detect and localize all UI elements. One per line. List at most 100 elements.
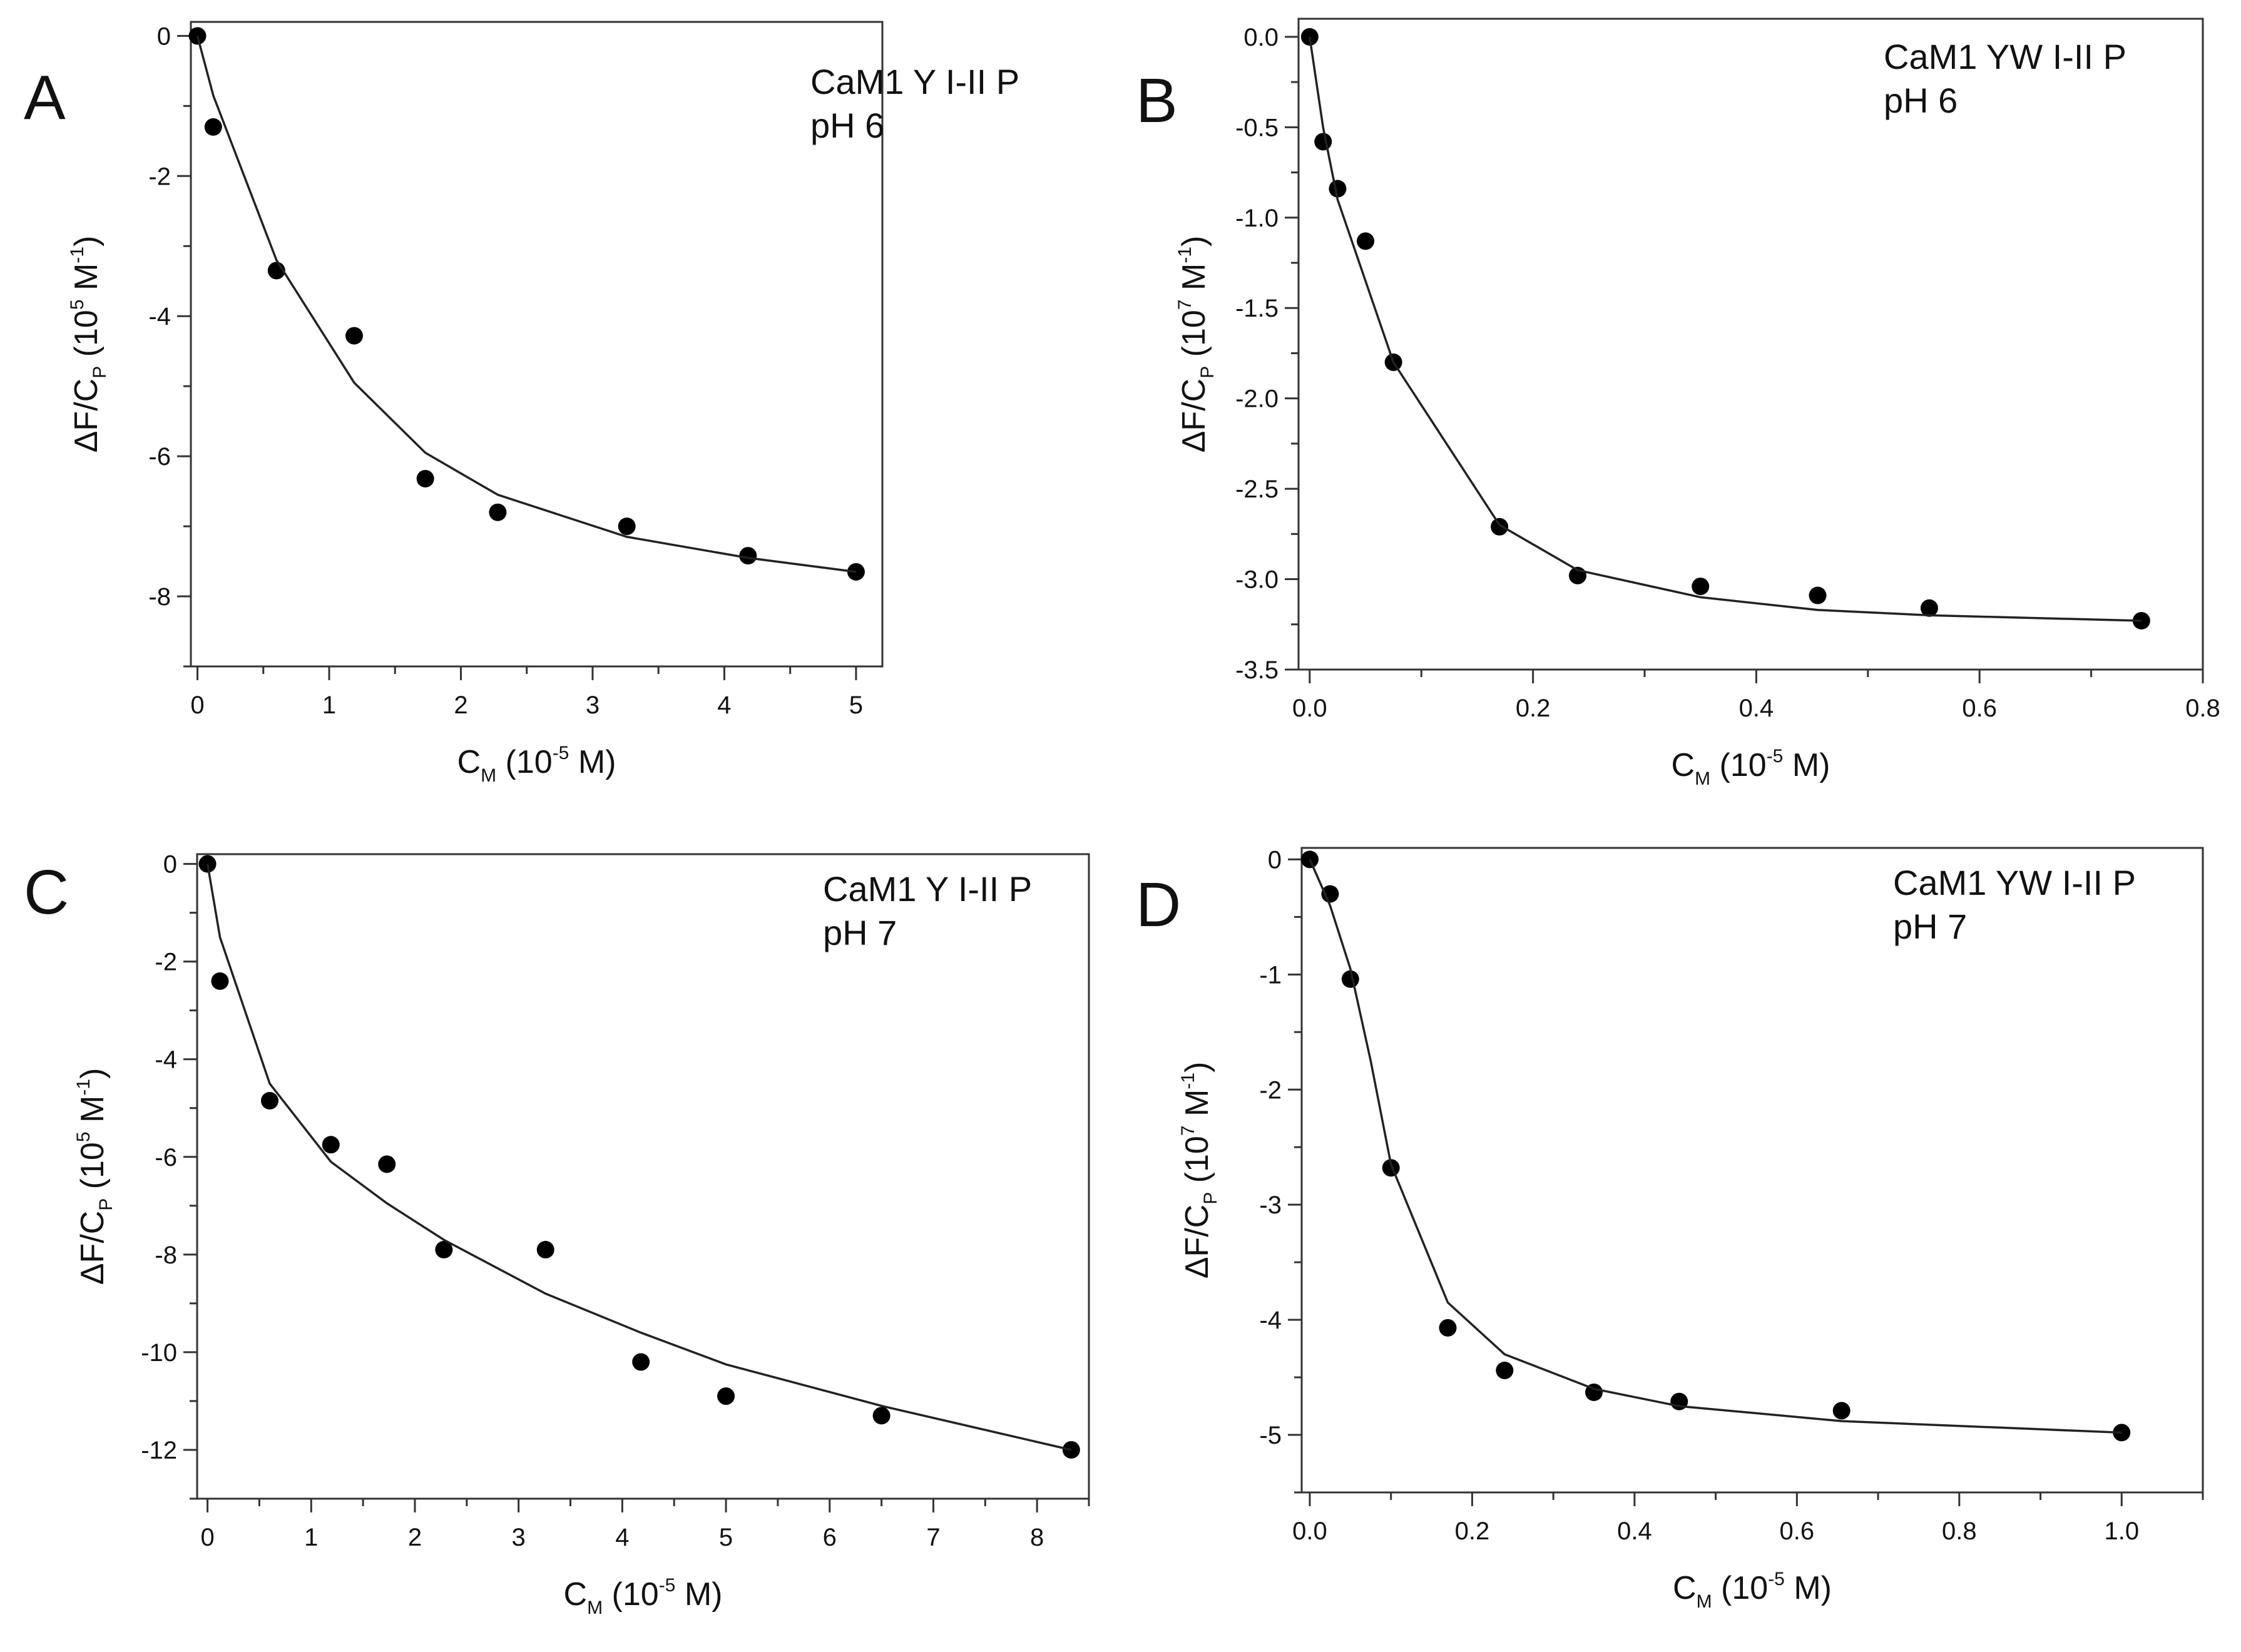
panel-c: 0 1 2 3 4 5 6 7 8 0 -2 -4 -6 -8 -10 -12 CM (10-5 M) ΔF/CP…: [24, 851, 1090, 1618]
y-axis-title: ΔF/CP (107 M-1): [1175, 236, 1218, 453]
data-point: [717, 1387, 735, 1405]
panel-letter: C: [24, 857, 69, 927]
annotation-construct: CaM1 Y I-II P: [810, 62, 1019, 101]
annotation-ph: pH 6: [810, 106, 884, 145]
panel-a: 0 1 2 3 4 5 0 -2 -4 -6 -8 CM (10-5 M) ΔF/CP (105 M-1…: [24, 21, 1019, 786]
x-tick-label: 6: [823, 1524, 837, 1551]
data-point: [872, 1407, 891, 1425]
data-point: [204, 118, 222, 136]
x-axis-title: CM (10-5 M): [457, 743, 616, 786]
y-tick-label: -3.0: [1235, 566, 1279, 594]
x-tick-label: 2: [454, 691, 467, 719]
x-tick-label: 3: [586, 691, 600, 719]
data-point: [1439, 1318, 1457, 1337]
data-point: [1491, 518, 1509, 536]
x-tick-label: 1: [304, 1524, 318, 1551]
plot-frame: [1300, 847, 2204, 1494]
data-point: [1300, 28, 1319, 46]
x-tick-label: 4: [717, 691, 731, 719]
data-point: [322, 1136, 340, 1154]
annotation-construct: CaM1 Y I-II P: [823, 869, 1032, 909]
y-tick-label: -6: [148, 443, 171, 471]
data-point: [345, 327, 363, 345]
plot-frame: [190, 21, 884, 668]
panel-letter: A: [24, 63, 66, 133]
data-point: [1496, 1362, 1514, 1380]
y-tick-label: -4: [1259, 1307, 1282, 1334]
y-tick-label: -2: [155, 949, 177, 976]
x-axis-title: CM (10-5 M): [564, 1575, 723, 1618]
data-point: [1920, 599, 1938, 617]
data-point: [632, 1353, 650, 1371]
y-axis-title: ΔF/CP (107 M-1): [1178, 1062, 1221, 1279]
data-point: [618, 518, 636, 536]
data-point: [1062, 1440, 1080, 1459]
y-tick-label: -1.0: [1235, 205, 1279, 232]
y-tick-label: -4: [155, 1046, 177, 1074]
y-tick-label: -8: [155, 1242, 177, 1269]
x-tick-label: 4: [615, 1524, 629, 1551]
annotation-ph: pH 6: [1884, 81, 1958, 120]
data-point: [416, 469, 434, 487]
fit-line: [1309, 859, 2122, 1434]
y-tick-label: 0: [157, 23, 171, 50]
x-tick-label: 0: [190, 691, 204, 719]
panel-b: 0.0 0.2 0.4 0.6 0.8 0.0 -0.5 -1.0 -1.5 -2.0 -2.5 -3…: [1136, 18, 2220, 789]
x-tick-label: 0.6: [1780, 1517, 1815, 1545]
x-tick-label: 0: [200, 1524, 214, 1551]
x-tick-label: 8: [1030, 1524, 1044, 1551]
x-tick-label: 0.8: [1942, 1517, 1977, 1545]
data-point: [739, 547, 757, 565]
x-tick-label: 0.4: [1739, 695, 1774, 722]
x-tick-label: 1: [322, 691, 336, 719]
y-tick-label: -8: [148, 583, 171, 611]
y-tick-label: -4: [148, 303, 171, 330]
y-tick-label: -5: [1259, 1422, 1282, 1449]
y-tick-label: -0.5: [1235, 114, 1279, 141]
y-tick-label: 0.0: [1243, 24, 1279, 51]
x-tick-label: 3: [512, 1524, 526, 1551]
x-tick-label: 5: [849, 691, 863, 719]
data-point: [435, 1241, 453, 1259]
y-tick-label: -1: [1259, 961, 1282, 989]
data-point: [1692, 578, 1710, 596]
fit-line: [206, 864, 1072, 1451]
y-tick-label: -1.5: [1235, 295, 1279, 322]
annotation-construct: CaM1 YW I-II P: [1893, 863, 2136, 902]
data-point: [1809, 586, 1827, 604]
x-tick-label: 7: [926, 1524, 940, 1551]
plot-frame: [196, 853, 1090, 1500]
y-tick-label: -10: [141, 1339, 177, 1367]
x-axis-title: CM (10-5 M): [1673, 1569, 1832, 1612]
y-tick-label: -3.5: [1235, 656, 1279, 684]
x-tick-label: 0.4: [1617, 1517, 1652, 1545]
x-tick-label: 0.0: [1292, 1517, 1327, 1545]
data-point: [489, 503, 507, 521]
data-point: [260, 1092, 278, 1110]
panel-d: 0.0 0.2 0.4 0.6 0.8 1.0 0 -1 -2 -3 -4 -5 CM (10-5 M)…: [1136, 846, 2204, 1612]
x-tick-label: 0.6: [1962, 695, 1997, 722]
x-tick-label: 0.8: [2185, 695, 2220, 722]
data-point: [1314, 133, 1332, 151]
data-point: [1341, 970, 1359, 988]
y-tick-label: -3: [1259, 1191, 1282, 1219]
x-tick-label: 2: [408, 1524, 422, 1551]
data-point: [1357, 232, 1375, 250]
data-point: [211, 972, 229, 990]
data-point: [1321, 885, 1339, 903]
y-tick-label: -2: [1259, 1076, 1282, 1104]
annotation-ph: pH 7: [823, 913, 897, 952]
data-point: [1329, 180, 1347, 198]
y-axis-title: ΔF/CP (105 M-1): [67, 236, 110, 453]
x-tick-label: 5: [719, 1524, 733, 1551]
panel-letter: D: [1136, 870, 1181, 940]
y-tick-label: -2.5: [1235, 476, 1279, 503]
x-tick-label: 0.2: [1455, 1517, 1490, 1545]
y-axis-title: ΔF/CP (105 M-1): [73, 1068, 116, 1285]
y-tick-label: -6: [155, 1144, 177, 1171]
x-tick-label: 0.2: [1516, 695, 1551, 722]
x-tick-label: 1.0: [2104, 1517, 2139, 1545]
data-point: [1832, 1402, 1850, 1420]
y-tick-label: 0: [163, 851, 177, 879]
